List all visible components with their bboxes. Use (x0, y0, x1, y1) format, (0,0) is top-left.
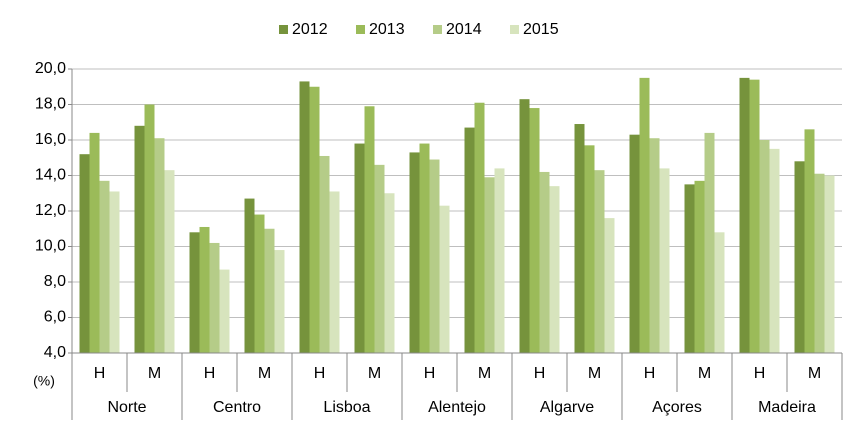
bar (714, 232, 725, 353)
bar (749, 79, 760, 354)
bar (594, 170, 605, 353)
bar (264, 228, 275, 353)
bar (109, 191, 120, 353)
x-tick-label: H (424, 365, 436, 382)
bar (694, 180, 705, 353)
bar (659, 168, 670, 353)
y-axis-label: (%) (33, 373, 55, 389)
x-tick-label: M (368, 365, 381, 382)
x-tick-label: H (314, 365, 326, 382)
x-tick-label: H (204, 365, 216, 382)
bar (309, 86, 320, 353)
bar (519, 99, 530, 353)
bar (89, 132, 100, 353)
bar (79, 154, 90, 353)
bar (144, 104, 155, 353)
y-tick-label: 16,0 (35, 131, 66, 148)
x-tick-label: H (644, 365, 656, 382)
bar (604, 218, 615, 353)
bar (429, 159, 440, 353)
bar (164, 170, 175, 353)
legend-swatch (279, 25, 288, 34)
bar (274, 250, 285, 353)
x-tick-label: H (754, 365, 766, 382)
bar (824, 175, 835, 353)
legend-label: 2013 (369, 21, 405, 38)
bar (759, 140, 770, 353)
group-label: Algarve (540, 399, 594, 416)
bar (364, 106, 375, 354)
group-label: Norte (107, 399, 146, 416)
group-label: Madeira (758, 399, 816, 416)
legend-swatch (356, 25, 365, 34)
bar (299, 81, 310, 354)
bar (219, 269, 230, 353)
x-tick-label: M (698, 365, 711, 382)
bar (384, 193, 395, 353)
y-tick-label: 12,0 (35, 202, 66, 219)
bar (804, 129, 815, 353)
bar (549, 186, 560, 353)
bar (649, 138, 660, 353)
x-tick-label: M (588, 365, 601, 382)
bar (254, 214, 265, 353)
bar (769, 148, 780, 353)
bar (539, 171, 550, 353)
group-label: Centro (213, 399, 261, 416)
y-tick-label: 4,0 (44, 344, 66, 361)
y-tick-label: 14,0 (35, 167, 66, 184)
bar (209, 242, 220, 353)
y-tick-label: 8,0 (44, 273, 66, 290)
x-tick-label: M (148, 365, 161, 382)
y-tick-label: 20,0 (35, 60, 66, 77)
bar (374, 164, 385, 353)
bar (629, 134, 640, 353)
bar (244, 198, 255, 353)
legend-label: 2012 (292, 21, 328, 38)
bar (464, 127, 475, 353)
bar (154, 138, 165, 353)
bar (574, 124, 585, 354)
bar (474, 102, 485, 353)
y-tick-label: 10,0 (35, 238, 66, 255)
bar (529, 108, 540, 353)
bar (794, 161, 805, 353)
legend-swatch (433, 25, 442, 34)
bar (99, 180, 110, 353)
bar (584, 145, 595, 353)
bar (189, 232, 200, 353)
bar (329, 191, 340, 353)
bar (684, 184, 695, 353)
group-label: Lisboa (323, 399, 370, 416)
bar (814, 173, 825, 353)
bar (494, 168, 505, 353)
bar (639, 77, 650, 353)
bar (739, 77, 750, 353)
bar (354, 143, 365, 353)
group-label: Açores (652, 399, 702, 416)
bar (134, 125, 145, 353)
y-tick-label: 6,0 (44, 309, 66, 326)
x-tick-label: M (258, 365, 271, 382)
x-tick-label: M (808, 365, 821, 382)
bar (319, 155, 330, 353)
bar (484, 177, 495, 353)
x-tick-label: M (478, 365, 491, 382)
bar (419, 143, 430, 353)
x-tick-label: H (94, 365, 106, 382)
legend-swatch (510, 25, 519, 34)
group-label: Alentejo (428, 399, 486, 416)
bar (409, 152, 420, 353)
bar (439, 205, 450, 353)
y-tick-label: 18,0 (35, 96, 66, 113)
x-tick-label: H (534, 365, 546, 382)
bar (199, 226, 210, 353)
bar (704, 132, 715, 353)
legend-label: 2014 (446, 21, 482, 38)
legend-label: 2015 (523, 21, 559, 38)
